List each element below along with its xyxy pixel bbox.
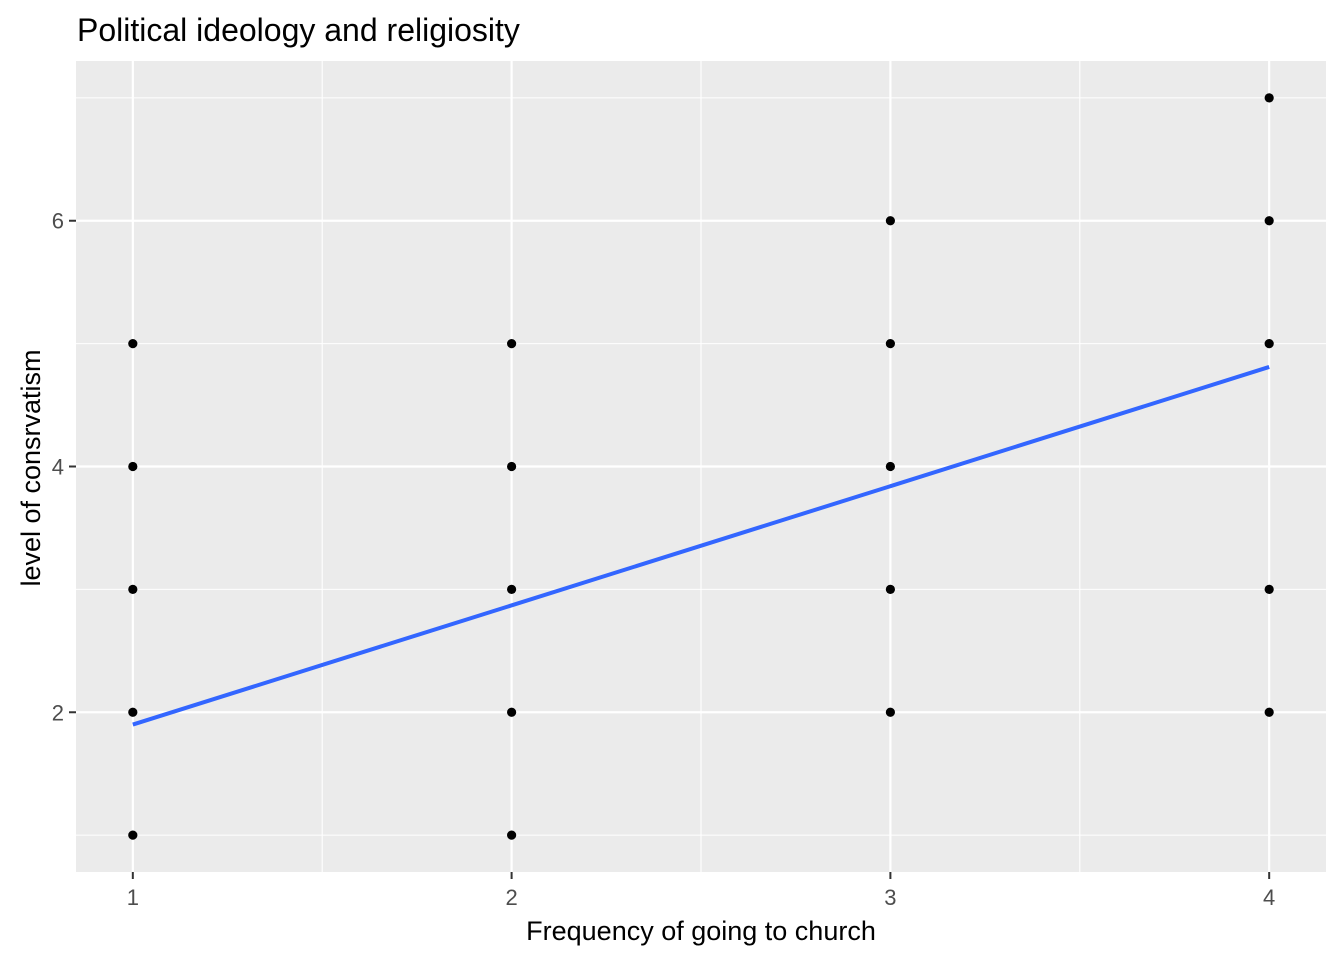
data-point [885,461,895,472]
x-tick-label: 3 [884,885,896,910]
chart-title: Political ideology and religiosity [77,12,520,48]
data-point [1264,584,1274,594]
data-point [507,830,517,840]
y-tick-label: 4 [52,455,64,480]
y-tick-label: 6 [52,209,64,234]
axis-tick-labels: 1 2 3 4 2 4 6 [52,209,1276,910]
data-point [885,584,895,594]
data-point [1264,216,1274,226]
y-axis-title: level of consrvatism [16,349,46,586]
x-tick-label: 1 [127,885,139,910]
data-point [885,339,895,349]
data-point [507,584,517,594]
data-point [507,707,517,717]
x-axis-title: Frequency of going to church [526,916,876,946]
data-point [1264,707,1274,717]
data-point [507,339,517,349]
data-point [128,339,138,349]
trend-line-group [132,365,1270,727]
axis-ticks [69,219,1271,879]
data-point [128,707,138,717]
data-points [128,93,1274,840]
data-point [1264,339,1274,349]
trend-line [132,365,1270,727]
data-point [128,830,138,840]
x-tick-label: 4 [1263,885,1275,910]
data-point [128,584,138,594]
x-tick-label: 2 [505,885,517,910]
data-point [1264,93,1274,103]
data-point [885,707,895,717]
y-tick-label: 2 [52,700,64,725]
data-point [128,461,138,472]
data-point [507,461,517,472]
data-point [885,216,895,226]
